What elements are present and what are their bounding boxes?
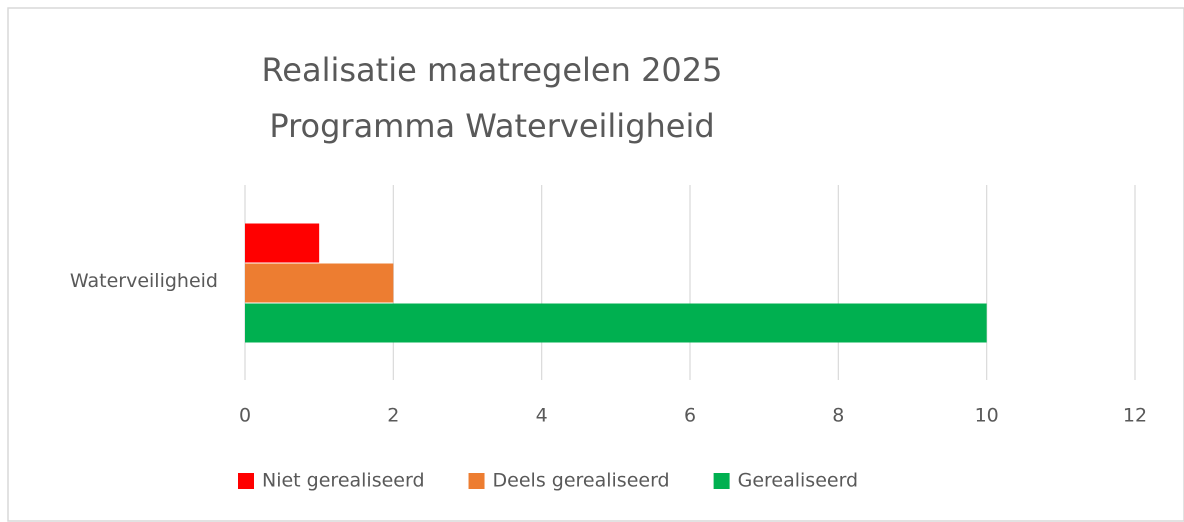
legend-label: Deels gerealiseerd: [493, 470, 670, 492]
bar: [245, 303, 987, 343]
x-tick-label: 0: [239, 405, 251, 427]
x-tick-label: 10: [975, 405, 999, 427]
chart-title: Realisatie maatregelen 2025: [262, 51, 723, 89]
legend-swatch: [468, 473, 485, 489]
x-tick-label: 12: [1123, 405, 1147, 427]
chart-frame: [7, 7, 1184, 522]
legend-swatch: [238, 473, 254, 489]
chart-title: Programma Waterveiligheid: [269, 107, 714, 145]
x-tick-label: 2: [387, 405, 399, 427]
x-tick-label: 4: [536, 405, 548, 427]
legend-swatch: [713, 473, 730, 489]
bar: [245, 263, 394, 303]
bar: [245, 223, 320, 263]
legend-label: Niet gerealiseerd: [262, 470, 425, 492]
x-tick-label: 8: [832, 405, 844, 427]
legend-label: Gerealiseerd: [738, 470, 859, 492]
y-tick-label: Waterveiligheid: [70, 270, 218, 292]
x-tick-label: 6: [684, 405, 696, 427]
